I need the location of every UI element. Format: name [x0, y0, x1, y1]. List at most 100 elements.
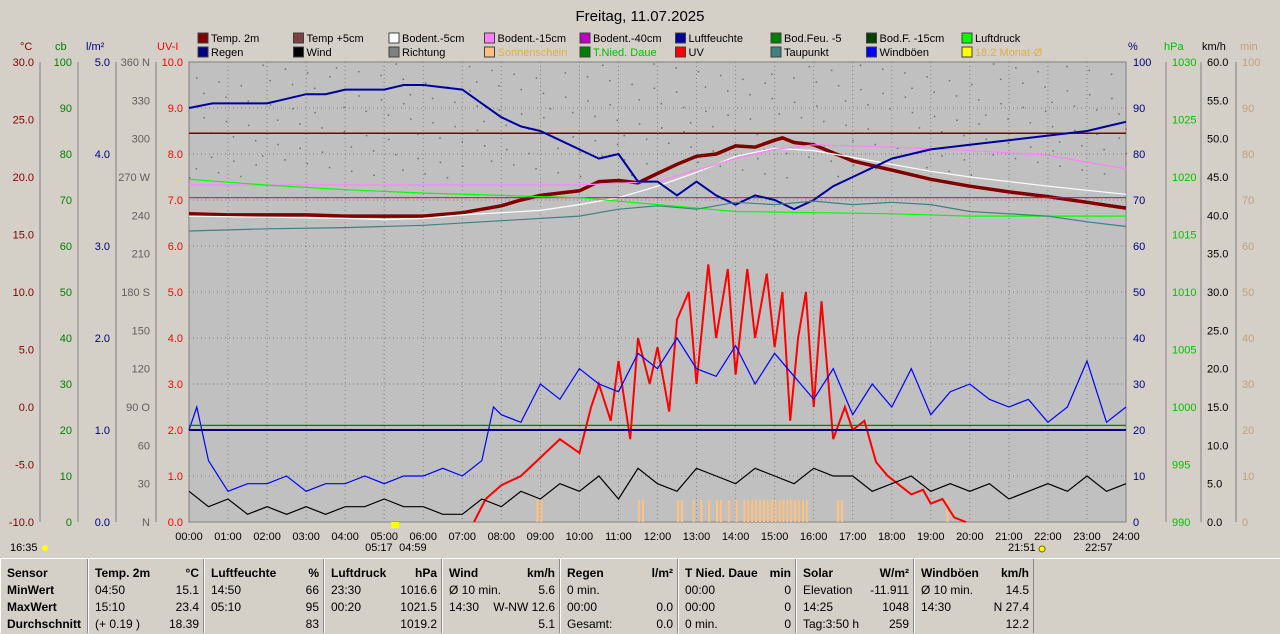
direction-point — [668, 142, 670, 144]
legend-label: Temp. 2m — [211, 33, 259, 45]
kmh-tick: 55.0 — [1207, 95, 1228, 107]
direction-point — [948, 170, 950, 173]
celsius-unit: °C — [20, 41, 32, 53]
min-tick: 0 — [1242, 517, 1248, 529]
direction-point — [823, 145, 825, 147]
direction-point — [380, 99, 383, 101]
percent-tick: 80 — [1133, 149, 1145, 161]
direction-point — [616, 143, 619, 146]
direction-point — [1015, 67, 1017, 69]
direction-point — [918, 127, 921, 129]
direction-point — [741, 169, 744, 171]
direction-point — [351, 170, 353, 173]
stats-sensor-name: Windböen — [921, 566, 979, 580]
direction-point — [269, 104, 272, 106]
direction-point — [373, 174, 375, 176]
min-tick: 60 — [1242, 241, 1254, 253]
stats-block: Windböen km/h Ø 10 min. 14.5 14:30 N 27.4 12.2 — [914, 559, 1034, 633]
direction-point — [505, 124, 508, 127]
min-tick: 80 — [1242, 149, 1254, 161]
direction-point — [409, 93, 412, 96]
legend-label: Taupunkt — [784, 47, 829, 59]
direction-point — [498, 85, 500, 87]
min-tick: 20 — [1242, 425, 1254, 437]
direction-tick: 30 — [138, 479, 150, 491]
sunshine-bar — [747, 500, 750, 522]
stats-row: 0 min. — [567, 583, 673, 600]
lm2-tick: 2.0 — [95, 333, 110, 345]
stats-block: Luftfeuchte% 14:50 66 05:10 95 83 — [204, 559, 324, 633]
direction-point — [956, 119, 958, 121]
sunshine-bar — [700, 500, 703, 522]
sunshine-bar — [794, 500, 797, 522]
stats-block-head: Windböen km/h — [921, 566, 1029, 583]
direction-point — [911, 111, 914, 114]
direction-point — [476, 129, 479, 132]
direction-point — [1022, 82, 1024, 84]
direction-point — [616, 119, 619, 121]
time-tick: 13:00 — [683, 531, 711, 543]
stats-time: 14:50 — [211, 583, 242, 597]
direction-point — [867, 128, 870, 130]
uvi-tick: 2.0 — [168, 425, 183, 437]
sunshine-bar — [751, 500, 754, 522]
direction-point — [196, 77, 198, 79]
series-lines — [188, 84, 1127, 523]
series-line-uv — [473, 264, 967, 523]
direction-point — [240, 175, 242, 178]
lm2-tick: 5.0 — [95, 57, 110, 69]
direction-point — [1118, 113, 1120, 115]
direction-point — [859, 64, 862, 67]
direction-point — [1066, 65, 1068, 68]
direction-point — [602, 64, 604, 67]
lm2-unit: l/m² — [86, 41, 105, 53]
direction-point — [1022, 106, 1025, 109]
direction-point — [926, 166, 928, 169]
lm2-tick: 3.0 — [95, 241, 110, 253]
time-tick: 19:00 — [917, 531, 945, 543]
direction-point — [896, 147, 899, 150]
legend-label: T.Nied. Daue — [593, 47, 657, 59]
stats-unit: km/h — [526, 566, 555, 580]
kmh-tick: 30.0 — [1207, 287, 1228, 299]
legend-swatch — [675, 32, 686, 44]
time-tick: 05:00 — [370, 531, 398, 543]
legend-label: Luftfeuchte — [689, 33, 743, 45]
direction-point — [793, 101, 796, 104]
legend-swatch — [293, 32, 304, 44]
direction-point — [1096, 133, 1098, 136]
direction-point — [940, 131, 943, 133]
direction-point — [262, 64, 264, 67]
direction-point — [417, 133, 419, 136]
direction-point — [793, 77, 795, 79]
stats-time: Gesamt: — [567, 617, 613, 631]
direction-point — [926, 76, 928, 78]
stats-unit: l/m² — [651, 566, 673, 580]
direction-point — [329, 76, 331, 78]
direction-tick: 120 — [132, 364, 150, 376]
direction-point — [978, 99, 980, 101]
series-line-taupunkt — [188, 200, 1127, 232]
hpa-tick: 1025 — [1172, 115, 1196, 127]
cb-tick: 10 — [60, 471, 72, 483]
direction-point — [402, 102, 405, 105]
stats-time: 23:30 — [331, 583, 362, 597]
time-tick: 12:00 — [644, 531, 672, 543]
kmh-tick: 20.0 — [1207, 364, 1228, 376]
stats-time: (+ 0.19 ) — [95, 617, 141, 631]
min-tick: 90 — [1242, 103, 1254, 115]
stats-row: 14:30 W-NW 12.6 — [449, 600, 555, 617]
direction-point — [837, 85, 840, 87]
direction-point — [948, 79, 951, 82]
celsius-tick: 20.0 — [13, 172, 34, 184]
time-tick: 23:00 — [1073, 531, 1101, 543]
direction-point — [874, 143, 877, 146]
sunshine-bar — [735, 500, 738, 522]
percent-tick: 40 — [1133, 333, 1145, 345]
direction-point — [985, 138, 987, 141]
direction-point — [475, 81, 478, 83]
uvi-tick: 0.0 — [168, 517, 183, 529]
direction-point — [815, 81, 818, 83]
direction-point — [816, 105, 818, 107]
direction-point — [513, 73, 515, 75]
